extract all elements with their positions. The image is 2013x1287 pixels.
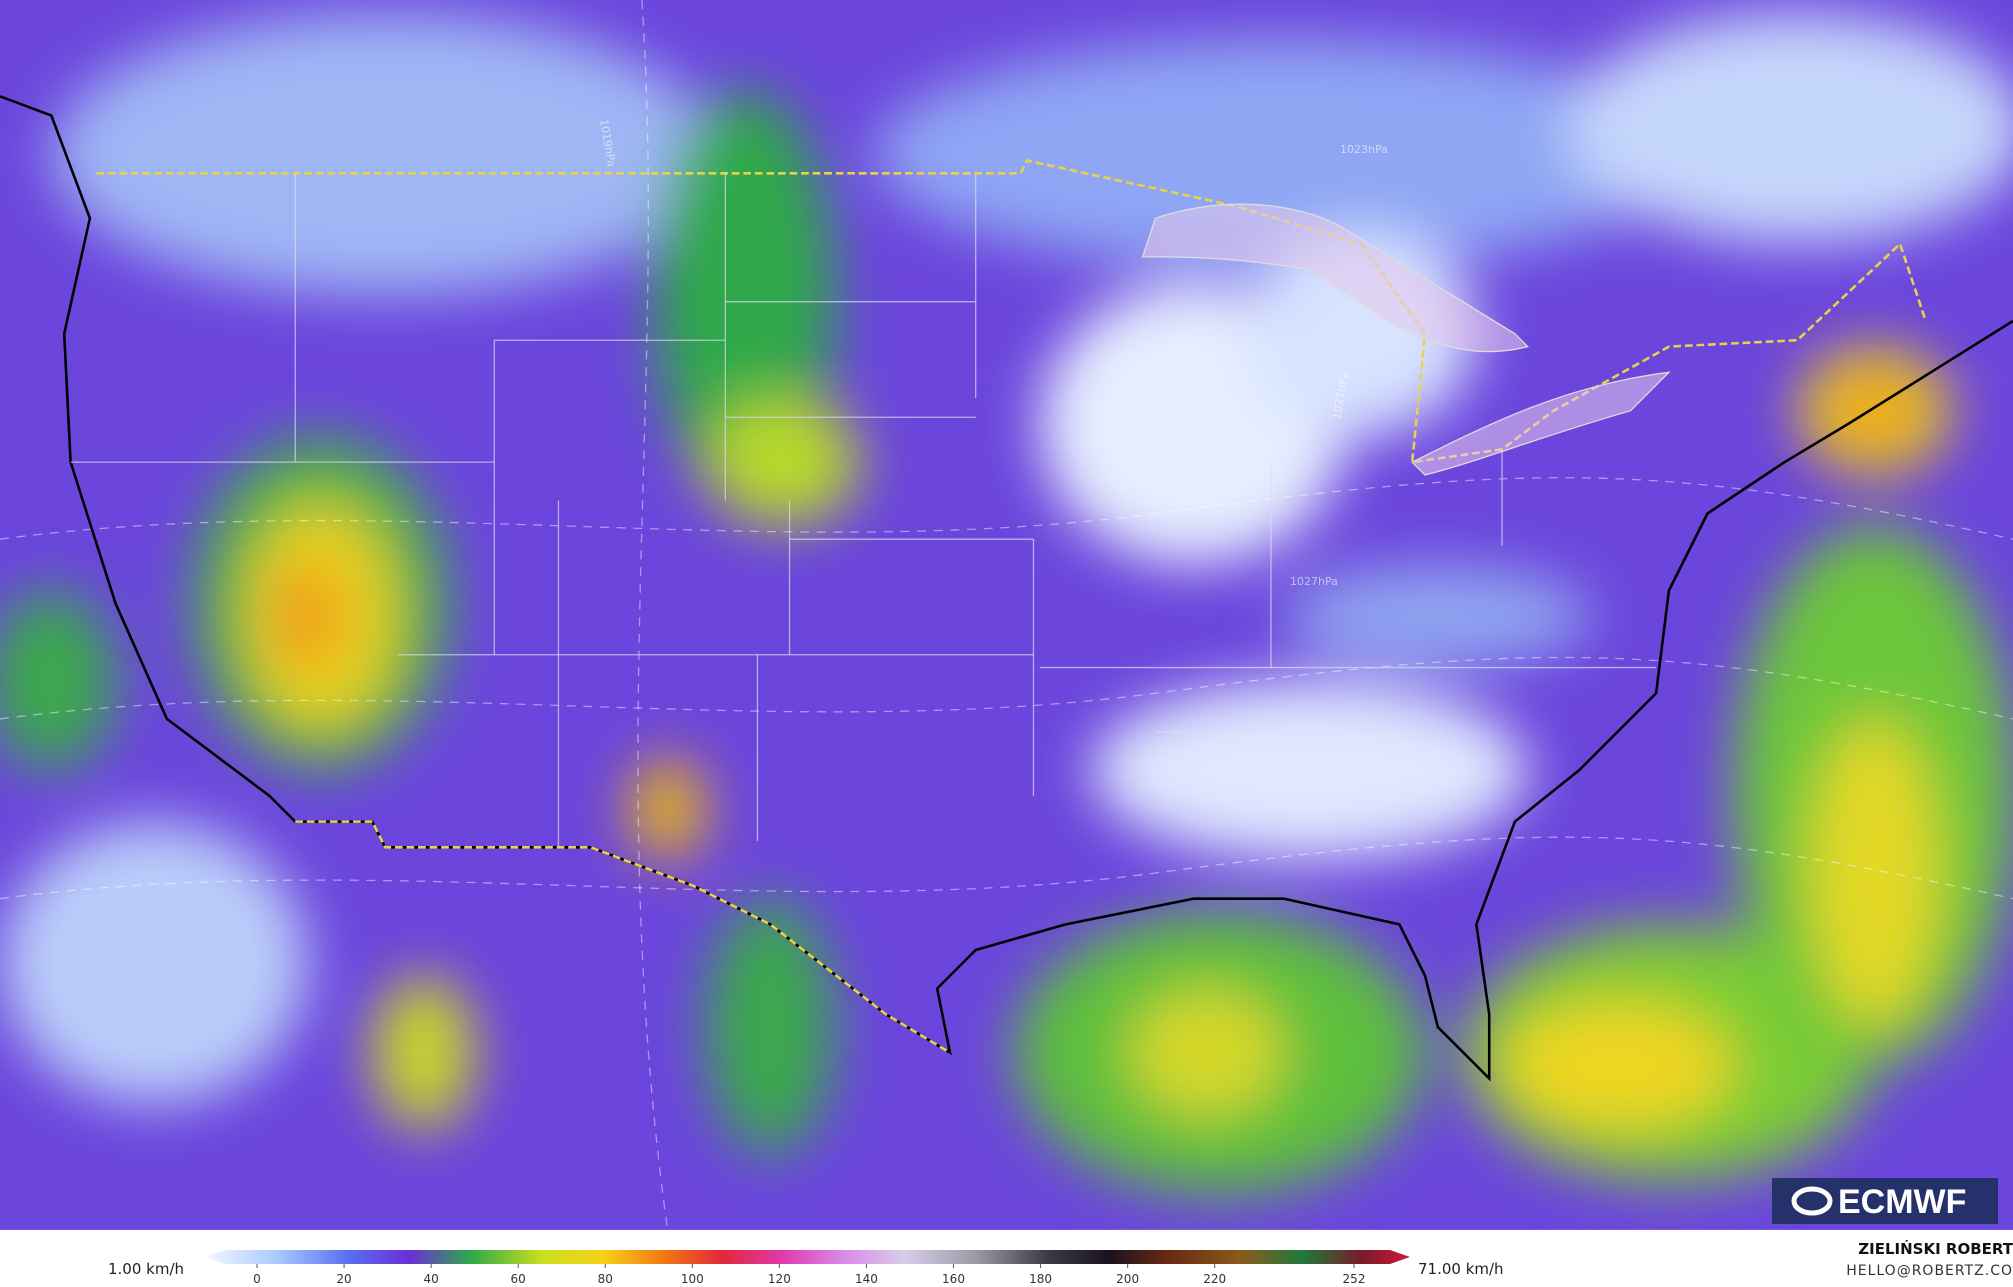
coastline — [0, 95, 2013, 1082]
colorbar-tick-label: 180 — [1029, 1272, 1052, 1286]
great-lakes — [1141, 203, 1529, 353]
isobar-label: 1023hPa — [1340, 143, 1388, 156]
map-field — [0, 0, 2013, 1230]
colorbar-tick-label: 40 — [423, 1272, 438, 1286]
colorbar-tick-label: 100 — [681, 1272, 704, 1286]
logo: ECMWF — [1772, 1178, 1998, 1224]
colorbar-tick-label: 0 — [253, 1272, 261, 1286]
isobar-label: 1027hPa — [1290, 575, 1338, 588]
colorbar-tick-label: 160 — [942, 1272, 965, 1286]
great-lakes — [1411, 371, 1671, 476]
state-lines — [70, 173, 1657, 848]
logo-text: ECMWF — [1838, 1183, 1966, 1221]
colorbar-tick-label: 80 — [598, 1272, 613, 1286]
border — [295, 820, 951, 1054]
legend-max: 71.00 km/h — [1418, 1260, 1504, 1278]
colorbar-tick-label: 200 — [1116, 1272, 1139, 1286]
colorbar — [205, 1250, 1410, 1264]
credit-contact: HELLO@ROBERTZ.CO — [1846, 1263, 2013, 1279]
colorbar-tick-label: 20 — [336, 1272, 351, 1286]
credit-name: ZIELIŃSKI ROBERT — [1858, 1239, 2013, 1258]
legend-min: 1.00 km/h — [108, 1260, 184, 1278]
colorbar-tick-label: 60 — [511, 1272, 526, 1286]
colorbar-tick-label: 220 — [1203, 1272, 1226, 1286]
border — [96, 159, 1927, 464]
colorbar-tick-label: 252 — [1343, 1272, 1366, 1286]
colorbar-tick-label: 140 — [855, 1272, 878, 1286]
colorbar-tick-label: 120 — [768, 1272, 791, 1286]
